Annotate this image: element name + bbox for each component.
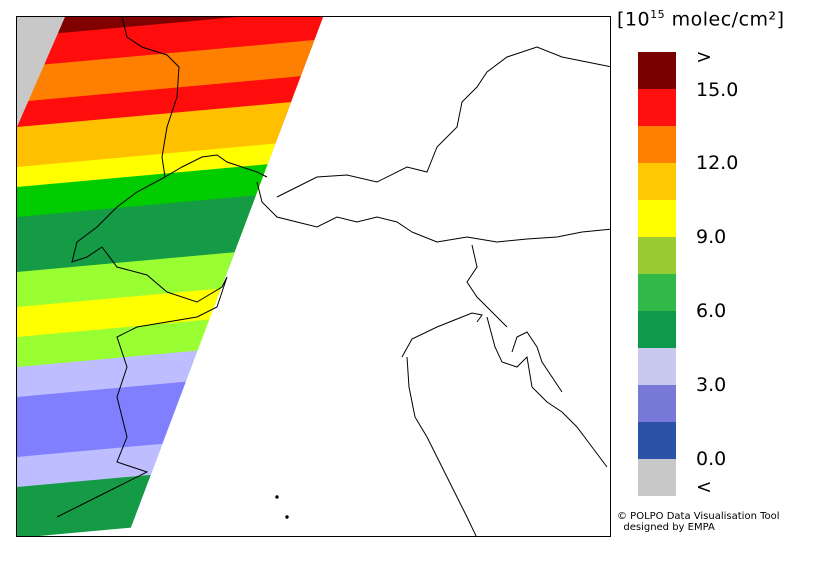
legend-tick-label: 0.0 <box>696 448 727 470</box>
legend-swatch <box>638 274 676 311</box>
legend-swatch <box>638 163 676 200</box>
legend-tick-label: 12.0 <box>696 152 739 174</box>
border-austria-italy <box>411 228 610 243</box>
legend-swatch <box>638 126 676 163</box>
border-switzerland-south <box>256 181 413 233</box>
coast-italy-west <box>406 356 477 536</box>
satellite-swath <box>17 17 323 536</box>
legend-swatch <box>638 422 676 459</box>
legend-tick-label: > <box>696 46 712 68</box>
legend-color-bar <box>638 52 676 496</box>
legend-swatch <box>638 385 676 422</box>
coast-ligurian <box>401 312 483 358</box>
island-dot <box>285 515 289 519</box>
legend-tick-label: 15.0 <box>696 79 739 101</box>
coast-adriatic <box>486 316 608 468</box>
legend-swatch <box>638 237 676 274</box>
legend-swatch <box>638 459 676 496</box>
border-france-italy <box>56 246 228 518</box>
border-switzerland-west <box>71 176 166 263</box>
legend-swatch <box>638 348 676 385</box>
legend-tick-label: 6.0 <box>696 300 727 322</box>
border-switzerland-north <box>164 154 268 178</box>
island-dot <box>275 495 279 499</box>
legend-swatch <box>638 89 676 126</box>
legend-swatch <box>638 200 676 237</box>
map-panel <box>16 16 611 537</box>
credit-text: © POLPO Data Visualisation Tool designed… <box>617 511 780 533</box>
border-austria-north <box>276 46 610 198</box>
legend-tick-label: < <box>696 476 712 498</box>
coast-istria <box>511 331 563 393</box>
border-france-germany <box>121 17 180 178</box>
no2-column-map <box>17 17 610 536</box>
legend-tick-label: 3.0 <box>696 374 727 396</box>
legend-swatch <box>638 311 676 348</box>
legend-tick-label: 9.0 <box>696 226 727 248</box>
legend-title: [1015 molec/cm²] <box>617 8 785 31</box>
swath-missing-data <box>17 17 65 127</box>
country-borders <box>56 17 610 536</box>
legend-swatch <box>638 52 676 89</box>
border-italy-slovenia <box>466 244 508 328</box>
